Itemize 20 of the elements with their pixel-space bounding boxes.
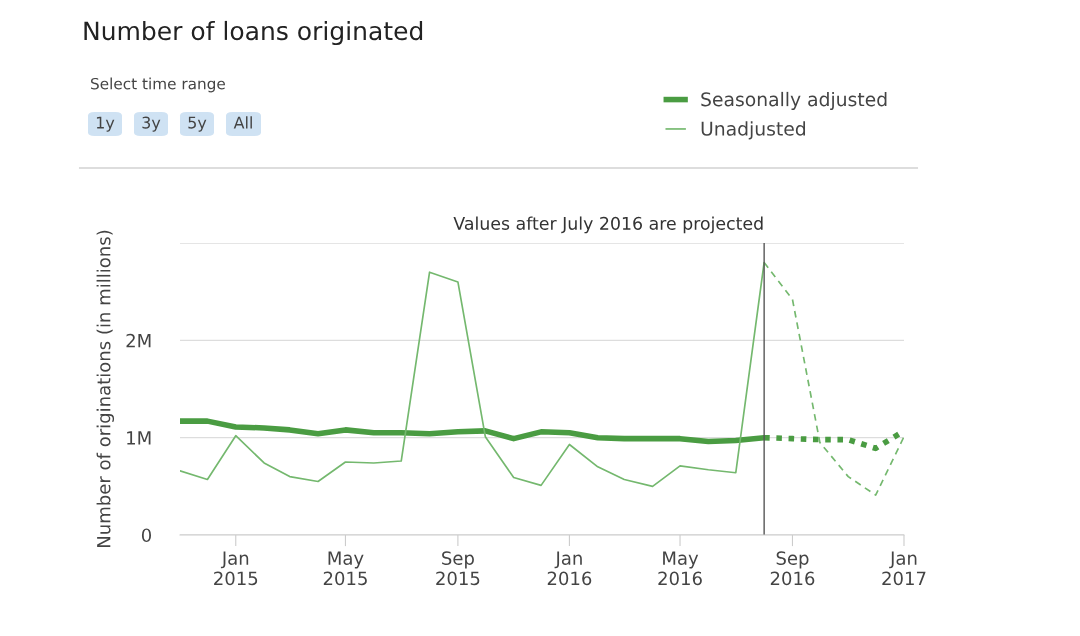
ref-line-label: Values after July 2016 are projected (453, 216, 763, 234)
y-axis-title: Number of originations (in millions) (96, 230, 115, 547)
x-tick-label: Jan 2017 (882, 551, 926, 586)
legend-label: Unadjusted (701, 121, 806, 140)
x-tick-label: May 2015 (323, 551, 367, 586)
x-tick-label: Jan 2015 (214, 551, 258, 586)
y-tick-label: 0 (141, 528, 152, 543)
x-tick-label: May 2016 (658, 551, 702, 586)
chart-title: Number of loans originated (84, 20, 423, 46)
y-tick-label: 2M (126, 333, 151, 348)
text: Select time range (91, 77, 225, 93)
text: 3y (142, 116, 161, 132)
x-tick-label: Sep 2016 (770, 551, 815, 586)
x-tick-label: Jan 2016 (547, 551, 592, 586)
x-tick-label: Sep 2015 (436, 551, 480, 586)
text: 5y (188, 116, 207, 132)
text: 1y (96, 116, 115, 132)
legend-label: Seasonally adjusted (701, 91, 887, 111)
text: All (233, 116, 252, 129)
y-tick-label: 1M (127, 431, 151, 445)
